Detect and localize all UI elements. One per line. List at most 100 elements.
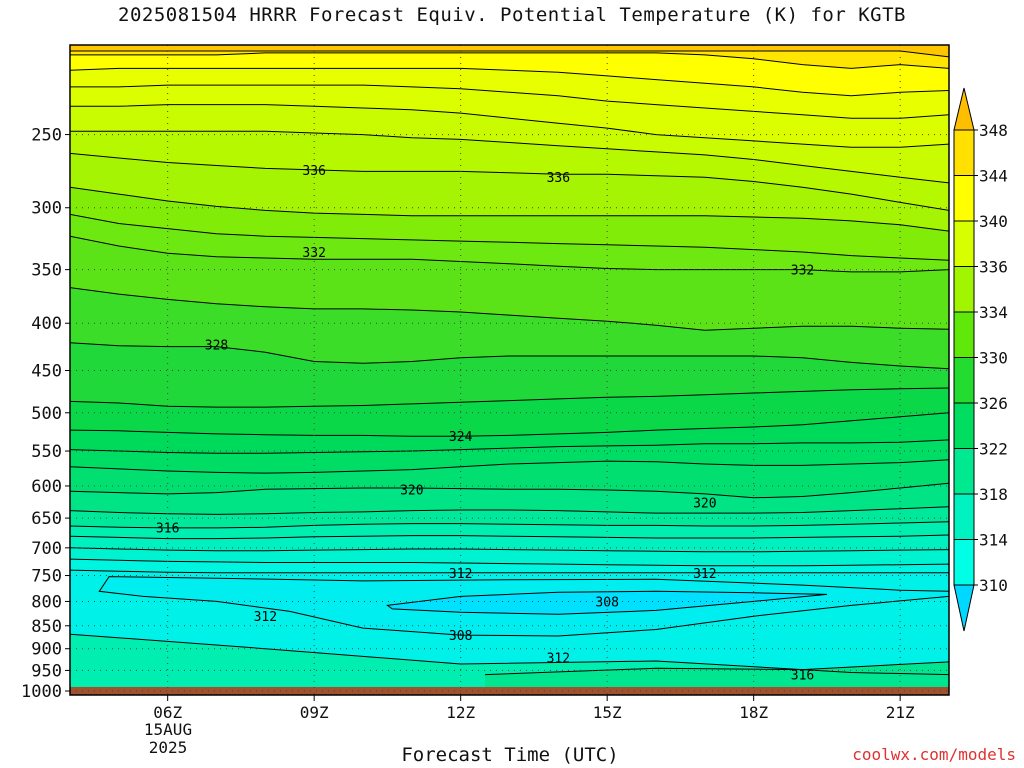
contour-lowlevel-3 — [485, 661, 949, 676]
colorbar-tick-label: 318 — [979, 485, 1008, 504]
colorbar-segment — [953, 129, 975, 176]
colorbar-segment — [953, 402, 975, 449]
contour-323 — [70, 439, 949, 454]
grid-lines — [70, 45, 949, 695]
y-tick-label: 700 — [31, 539, 62, 559]
colorbar-segment — [953, 266, 975, 313]
y-tick-label: 800 — [31, 592, 62, 612]
band-339 — [70, 85, 949, 148]
contour-label: 308 — [595, 595, 618, 610]
contour-339 — [70, 84, 949, 119]
y-tick-label: 500 — [31, 404, 62, 424]
contour-lowlevel-0 — [98, 576, 949, 637]
x-tick-label: 15Z — [593, 703, 622, 722]
contour-315 — [70, 534, 949, 540]
contour-label: 308 — [449, 629, 472, 644]
band-322 — [70, 459, 949, 498]
contour-lowlevel-1 — [386, 590, 827, 615]
x-axis-label: Forecast Time (UTC) — [401, 744, 619, 766]
contour-318 — [70, 506, 949, 515]
y-tick-label: 1000 — [21, 682, 62, 702]
credit-text: coolwx.com/models — [852, 745, 1016, 764]
contour-label-text: 332 — [791, 264, 814, 279]
contour-320 — [70, 482, 949, 499]
band-344 — [70, 51, 949, 69]
y-tick-label: 600 — [31, 477, 62, 497]
colorbar-bottom-arrow — [953, 584, 975, 632]
contour-label: 312 — [449, 567, 472, 582]
band-surface-warm — [485, 661, 949, 695]
contour-330 — [70, 287, 949, 331]
contour-313 — [70, 558, 949, 567]
contour-label: 324 — [449, 430, 473, 445]
x-tick-label: 12Z — [446, 703, 475, 722]
contour-338 — [70, 104, 949, 148]
contour-324 — [70, 412, 949, 437]
band-cold-core — [387, 591, 827, 615]
band-334 — [70, 187, 949, 261]
colorbar-tick-label: 334 — [979, 303, 1008, 322]
band-324 — [70, 412, 949, 454]
colorbar: 310 314 318 322 326 330 334 336 340 344 348 — [953, 87, 1008, 632]
colorbar-tick-label: 314 — [979, 531, 1008, 550]
contour-334 — [70, 186, 949, 232]
ground-band — [70, 686, 949, 695]
x-tick-label: 21Z — [886, 703, 915, 722]
contour-label-text: 320 — [400, 483, 423, 498]
band-328 — [70, 342, 949, 408]
contour-314 — [70, 547, 949, 553]
contour-label: 336 — [547, 171, 570, 186]
y-tick-label: 450 — [31, 361, 62, 381]
y-tick-label: 250 — [31, 126, 62, 146]
colorbar-tick-label: 344 — [979, 167, 1008, 186]
colorbar-segment — [953, 357, 975, 404]
contour-312 — [70, 569, 949, 574]
colorbar-tick-label: 336 — [979, 258, 1008, 277]
contour-label-text: 328 — [205, 339, 228, 354]
colorbar-segment — [953, 493, 975, 540]
contour-label-text: 324 — [449, 430, 473, 445]
contour-label-text: 320 — [693, 496, 716, 511]
contour-label: 316 — [791, 669, 814, 684]
y-tick-label: 650 — [31, 509, 62, 529]
band-323 — [70, 439, 949, 474]
y-tick-label: 900 — [31, 640, 62, 660]
contour-lines — [70, 50, 949, 676]
date-label-day: 15AUG — [143, 720, 193, 739]
x-tick-label: 18Z — [739, 703, 768, 722]
colorbar-segment — [953, 175, 975, 222]
y-tick-label: 350 — [31, 261, 62, 281]
contour-316 — [70, 521, 949, 529]
y-tick-label: 750 — [31, 567, 62, 587]
colorbar-tick-label: 330 — [979, 349, 1008, 368]
contour-label: 332 — [302, 246, 325, 261]
contour-label: 332 — [791, 264, 814, 279]
colorbar-segment — [953, 448, 975, 495]
chart-title: 2025081504 HRRR Forecast Equiv. Potentia… — [118, 4, 906, 26]
colorbar-tick-label: 348 — [979, 121, 1008, 140]
contour-322 — [70, 459, 949, 474]
x-tick-label: 06Z — [153, 703, 182, 722]
contour-label: 336 — [302, 164, 325, 179]
y-tick-label: 550 — [31, 442, 62, 462]
contour-label: 312 — [254, 610, 277, 625]
contour-label-text: 312 — [254, 610, 277, 625]
contour-label: 320 — [693, 496, 716, 511]
contour-lowlevel-2 — [70, 633, 949, 676]
date-label-year: 2025 — [148, 738, 188, 757]
colorbar-segment — [953, 539, 975, 586]
contour-label-text: 332 — [302, 246, 325, 261]
colorbar-tick-label: 310 — [979, 576, 1008, 595]
colorbar-tick-label: 322 — [979, 440, 1008, 459]
contour-label-text: 316 — [156, 521, 179, 536]
y-tick-label: 950 — [31, 661, 62, 681]
contour-label-text: 308 — [595, 595, 618, 610]
colorbar-tick-label: 326 — [979, 394, 1008, 413]
contour-label: 312 — [693, 567, 716, 582]
band-320 — [70, 483, 949, 515]
band-332 — [70, 236, 949, 331]
contour-333 — [70, 213, 949, 261]
y-tick-label: 850 — [31, 617, 62, 637]
contour-326 — [70, 387, 949, 408]
band-333 — [70, 214, 949, 272]
